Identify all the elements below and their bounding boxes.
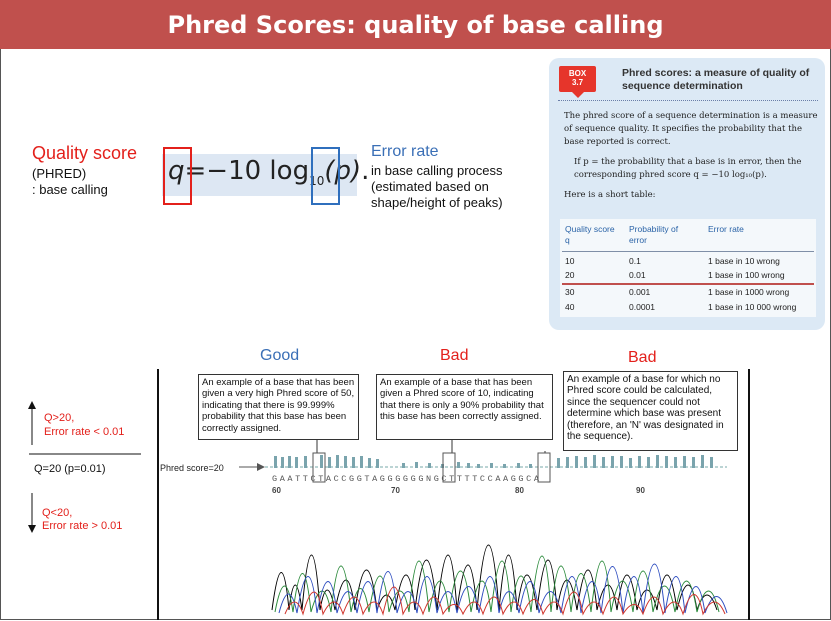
scale-above-2: Error rate < 0.01	[44, 426, 125, 438]
table-cell: 20	[565, 270, 575, 280]
box-title: Phred scores: a measure of quality of se…	[622, 67, 810, 92]
formula-background	[162, 154, 357, 196]
formula-q: q	[168, 156, 185, 186]
q-highlight-box	[163, 147, 192, 205]
box-paragraph-1: The phred score of a sequence determinat…	[564, 111, 818, 147]
table-cell: 1 base in 100 wrong	[708, 270, 785, 280]
error-rate-line3: shape/height of peaks)	[371, 195, 503, 210]
quality-score-sub1: (PHRED)	[32, 166, 87, 181]
table-header-quality: Quality score q	[565, 224, 615, 245]
badge-line1: BOX	[568, 69, 587, 78]
chromatogram-graphic	[239, 440, 728, 616]
box-badge: BOX 3.7	[559, 66, 596, 98]
table-cell: 0.01	[629, 270, 646, 280]
table-cell: 0.0001	[629, 302, 655, 312]
box-divider	[558, 100, 818, 101]
table-cell: 30	[565, 287, 575, 297]
base-box-bad1	[442, 452, 456, 483]
callout-bad-2: An example of a base for which no Phred …	[563, 371, 738, 451]
error-rate-line1: in base calling process	[371, 163, 503, 178]
callout-good: An example of a base that has been given…	[198, 374, 359, 440]
base-sequence: GAATTCTACCGGTAGGGGGGNGCTTTTCCAAGGCA	[272, 474, 542, 484]
scale-threshold: Q=20 (p=0.01)	[34, 463, 106, 475]
scale-below-1: Q<20,	[42, 507, 73, 519]
table-header-probability: Probability of error	[629, 224, 679, 245]
table-header-rule	[562, 251, 814, 252]
table-cell: 10	[565, 256, 575, 266]
good-label: Good	[260, 347, 300, 364]
table-cell: 0.1	[629, 256, 641, 266]
error-rate-label: Error rate	[371, 143, 439, 160]
phred-table	[560, 219, 816, 317]
table-cell: 1 base in 1000 wrong	[708, 287, 790, 297]
chromatogram-frame	[157, 369, 750, 620]
table-cell: 0.001	[629, 287, 651, 297]
base-box-bad2	[537, 452, 551, 483]
error-rate-line2: (estimated based on	[371, 179, 489, 194]
formula-body: =−10 log	[184, 156, 310, 186]
phred-threshold-label: Phred score=20	[160, 463, 224, 473]
table-cell: 1 base in 10 000 wrong	[708, 302, 797, 312]
bad-label-2: Bad	[628, 349, 657, 366]
table-cell: 40	[565, 302, 575, 312]
trace-lines	[271, 544, 728, 616]
quality-scale-graphic	[28, 401, 141, 533]
callout-bad-1: An example of a base that has been given…	[376, 374, 553, 440]
table-cell: 1 base in 10 wrong	[708, 256, 780, 266]
phred-formula: q=−10 log10(p).	[168, 156, 369, 188]
quality-bars	[274, 455, 713, 468]
quality-score-label: Quality score	[32, 143, 138, 163]
base-box-good	[312, 452, 326, 483]
scale-above-1: Q>20,	[44, 412, 75, 424]
bad-label-1: Bad	[440, 347, 469, 364]
quality-score-sub2: : base calling	[32, 182, 108, 197]
table-header-error-rate: Error rate	[708, 224, 744, 234]
box-paragraph-3: Here is a short table:	[564, 190, 656, 200]
position-90: 90	[636, 486, 645, 495]
slide-title: Phred Scores: quality of base calling	[0, 0, 831, 49]
badge-line2: 3.7	[571, 78, 584, 87]
position-70: 70	[391, 486, 400, 495]
formula-p: (p)	[324, 156, 362, 186]
formula-end: .	[361, 156, 370, 186]
scale-below-2: Error rate > 0.01	[42, 520, 123, 532]
position-60: 60	[272, 486, 281, 495]
q20-threshold-line	[562, 283, 814, 285]
box-paragraph-2: If p = the probability that a base is in…	[574, 157, 802, 180]
position-80: 80	[515, 486, 524, 495]
p-highlight-box	[311, 147, 340, 205]
